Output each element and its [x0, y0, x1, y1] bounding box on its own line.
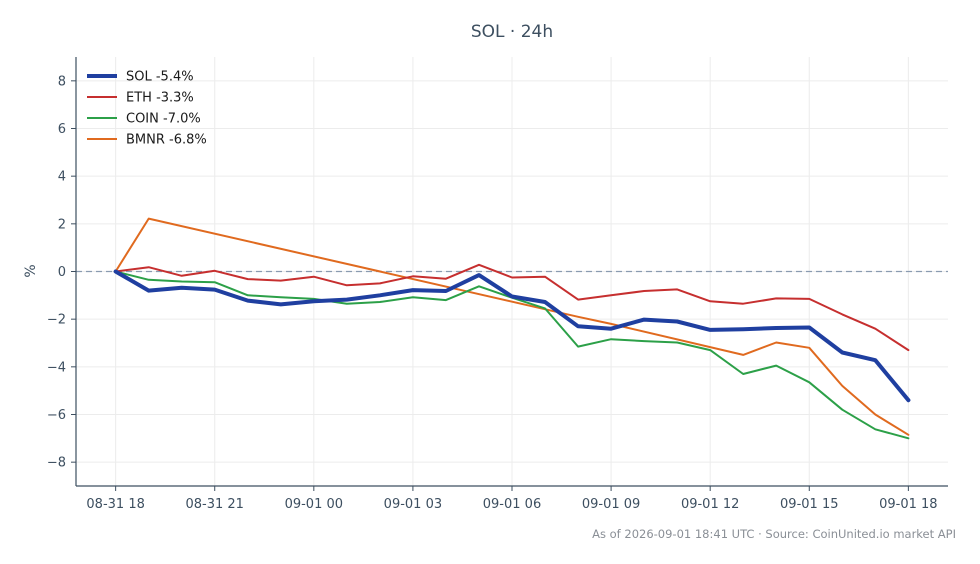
x-tick-label: 08-31 18: [86, 497, 144, 512]
x-tick-label: 09-01 00: [285, 497, 343, 512]
y-tick-label: −4: [47, 360, 66, 375]
legend-label: COIN -7.0%: [126, 112, 201, 127]
x-tick-label: 09-01 06: [483, 497, 541, 512]
footer-source-note: As of 2026-09-01 18:41 UTC · Source: Coi…: [592, 527, 956, 541]
y-tick-label: −6: [47, 408, 66, 423]
x-tick-label: 09-01 18: [879, 497, 937, 512]
y-tick-label: −8: [47, 456, 66, 471]
y-tick-label: 8: [58, 74, 66, 89]
legend-label: BMNR -6.8%: [126, 133, 207, 148]
y-tick-label: −2: [47, 313, 66, 328]
chart-title: SOL · 24h: [471, 22, 553, 42]
y-tick-label: 2: [58, 217, 66, 232]
x-tick-label: 09-01 15: [780, 497, 838, 512]
legend: SOL -5.4% ETH -3.3% COIN -7.0% BMNR -6.8%: [87, 70, 207, 148]
legend-label: ETH -3.3%: [126, 91, 194, 106]
y-tick-label: 6: [58, 122, 66, 137]
legend-label: SOL -5.4%: [126, 70, 194, 85]
series-line-eth: [114, 263, 910, 352]
series-line-sol: [113, 269, 911, 403]
series-lines: [113, 217, 911, 440]
y-tick-label: 0: [58, 265, 66, 280]
x-tick-label: 09-01 12: [681, 497, 739, 512]
series-line-bmnr: [114, 217, 910, 436]
x-tick-label: 09-01 09: [582, 497, 640, 512]
y-tick-labels: −8 −6 −4 −2 0 2 4 6 8: [47, 74, 76, 471]
x-tick-labels: 08-31 18 08-31 21 09-01 00 09-01 03 09-01 06…: [86, 486, 938, 512]
x-tick-label: 09-01 03: [384, 497, 442, 512]
y-axis-label: %: [23, 264, 39, 277]
y-tick-label: 4: [58, 170, 66, 185]
x-tick-label: 08-31 21: [186, 497, 244, 512]
